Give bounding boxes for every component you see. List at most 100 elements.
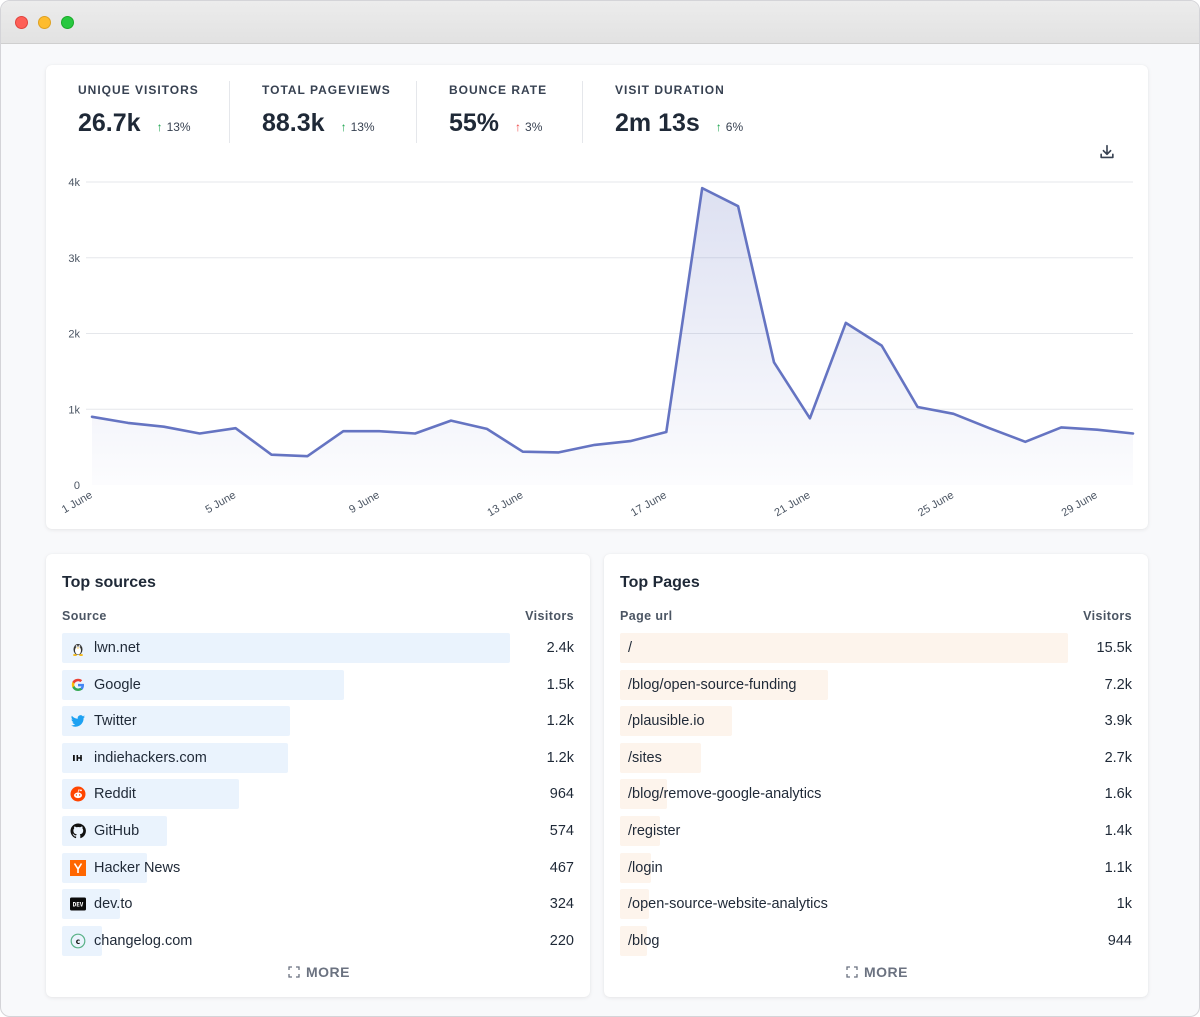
row-bar xyxy=(620,779,668,810)
row-label: /plausible.io xyxy=(628,706,705,736)
row-label: /login xyxy=(628,853,663,883)
row-label-text: /blog xyxy=(628,932,660,949)
source-row[interactable]: lwn.net 2.4k xyxy=(62,633,574,663)
page-row[interactable]: /login 1.1k xyxy=(620,852,1132,883)
svg-text:c: c xyxy=(76,937,80,946)
hacker-news-icon xyxy=(70,859,86,876)
row-label: /blog/remove-google-analytics xyxy=(628,779,821,809)
stat-change: ↑ 3% xyxy=(515,120,542,134)
row-bar xyxy=(620,889,650,920)
row-label: Reddit xyxy=(70,779,136,809)
github-icon xyxy=(70,823,86,839)
source-row[interactable]: Reddit 964 xyxy=(62,779,574,810)
page-row[interactable]: /blog/remove-google-analytics 1.6k xyxy=(620,779,1132,810)
arrow-up-icon: ↑ xyxy=(715,120,722,134)
pages-more-button[interactable]: MORE xyxy=(846,964,908,980)
stat-label: UNIQUE VISITORS xyxy=(78,83,199,97)
row-label-text: dev.to xyxy=(94,896,133,913)
devto-icon: DEV xyxy=(70,896,86,912)
row-bar xyxy=(62,706,291,737)
row-label-text: /sites xyxy=(628,749,662,766)
stat-value: 26.7k xyxy=(78,109,141,137)
row-label: c changelog.com xyxy=(70,926,192,956)
y-tick-label: 3k xyxy=(68,253,80,265)
close-window-button[interactable] xyxy=(15,16,28,29)
svg-text:DEV: DEV xyxy=(73,902,84,909)
series-area xyxy=(92,188,1133,485)
stat-change-value: 6% xyxy=(725,120,744,134)
page-row[interactable]: /open-source-website-analytics 1k xyxy=(620,889,1132,920)
page-row[interactable]: /register 1.4k xyxy=(620,816,1132,846)
y-tick-label: 4k xyxy=(68,177,80,189)
row-label-text: indiehackers.com xyxy=(94,749,207,766)
row-value: 3.9k xyxy=(1104,713,1132,730)
expand-icon xyxy=(846,966,858,978)
row-label: Twitter xyxy=(70,706,137,736)
stat-divider xyxy=(416,81,417,143)
row-value: 1.2k xyxy=(546,749,574,766)
source-row[interactable]: Hacker News 467 xyxy=(62,852,574,883)
stat-label: BOUNCE RATE xyxy=(449,83,548,97)
maximize-window-button[interactable] xyxy=(61,16,74,29)
row-bar xyxy=(62,669,345,700)
row-bar xyxy=(62,925,103,956)
sources-more-button[interactable]: MORE xyxy=(288,964,350,980)
row-label: / xyxy=(628,633,632,663)
row-value: 324 xyxy=(549,896,574,913)
page-row[interactable]: /blog 944 xyxy=(620,925,1132,956)
row-label-text: Hacker News xyxy=(94,859,181,876)
stat-bounce-rate[interactable]: BOUNCE RATE 55% ↑ 3% xyxy=(449,83,547,138)
source-column-header: Source xyxy=(62,609,107,623)
row-label-text: Reddit xyxy=(94,786,136,803)
top-pages-title: Top Pages xyxy=(620,574,700,591)
row-label: GitHub xyxy=(70,816,139,846)
row-bar xyxy=(620,852,652,883)
page-row[interactable]: /sites 2.7k xyxy=(620,742,1132,773)
top-sources-card: Top sources Source Visitors lwn.net 2.4k G… xyxy=(46,554,590,997)
row-label-text: /open-source-website-analytics xyxy=(628,896,828,913)
page-row[interactable]: /plausible.io 3.9k xyxy=(620,706,1132,737)
row-bar xyxy=(620,706,732,737)
row-value: 7.2k xyxy=(1104,676,1132,693)
stat-change: ↑ 6% xyxy=(716,120,743,134)
visitors-chart-card: UNIQUE VISITORS 26.7k ↑ 13% TOTAL PAGEVIE… xyxy=(46,65,1148,529)
row-value: 1.4k xyxy=(1104,823,1132,839)
stat-change: ↑ 13% xyxy=(157,120,191,134)
row-bar xyxy=(620,742,701,773)
visitors-column-header: Visitors xyxy=(1083,609,1132,623)
row-bar xyxy=(62,742,289,773)
row-label-text: lwn.net xyxy=(94,640,140,656)
stat-change-value: 13% xyxy=(350,120,375,134)
source-row[interactable]: DEV dev.to 324 xyxy=(62,889,574,920)
row-value: 1.5k xyxy=(546,676,574,693)
row-value: 964 xyxy=(549,786,574,803)
source-row[interactable]: GitHub 574 xyxy=(62,816,574,846)
row-bar xyxy=(620,633,1068,663)
stat-visit-duration[interactable]: VISIT DURATION 2m 13s ↑ 6% xyxy=(615,83,743,138)
page-row[interactable]: / 15.5k xyxy=(620,633,1132,663)
twitter-icon xyxy=(70,713,86,729)
row-label: DEV dev.to xyxy=(70,889,132,919)
row-label: /open-source-website-analytics xyxy=(628,889,828,919)
more-label: MORE xyxy=(306,964,350,980)
stat-total-pageviews[interactable]: TOTAL PAGEVIEWS 88.3k ↑ 13% xyxy=(262,83,391,138)
row-label: /register xyxy=(628,816,680,846)
row-value: 944 xyxy=(1107,932,1132,949)
changelog-icon: c xyxy=(70,933,86,949)
source-row[interactable]: indiehackers.com 1.2k xyxy=(62,742,574,773)
stat-value: 55% xyxy=(449,109,500,137)
source-row[interactable]: c changelog.com 220 xyxy=(62,925,574,956)
visitors-column-header: Visitors xyxy=(525,609,574,623)
expand-icon xyxy=(288,966,300,978)
page-url-column-header: Page url xyxy=(620,609,673,623)
source-row[interactable]: Twitter 1.2k xyxy=(62,706,574,737)
row-value: 574 xyxy=(549,823,574,839)
row-label-text: changelog.com xyxy=(94,932,193,949)
row-label: /sites xyxy=(628,743,662,773)
stat-unique-visitors[interactable]: UNIQUE VISITORS 26.7k ↑ 13% xyxy=(78,83,199,138)
row-label-text: /login xyxy=(628,859,663,876)
page-row[interactable]: /blog/open-source-funding 7.2k xyxy=(620,669,1132,700)
download-icon[interactable] xyxy=(1098,143,1116,161)
source-row[interactable]: Google 1.5k xyxy=(62,669,574,700)
minimize-window-button[interactable] xyxy=(38,16,51,29)
